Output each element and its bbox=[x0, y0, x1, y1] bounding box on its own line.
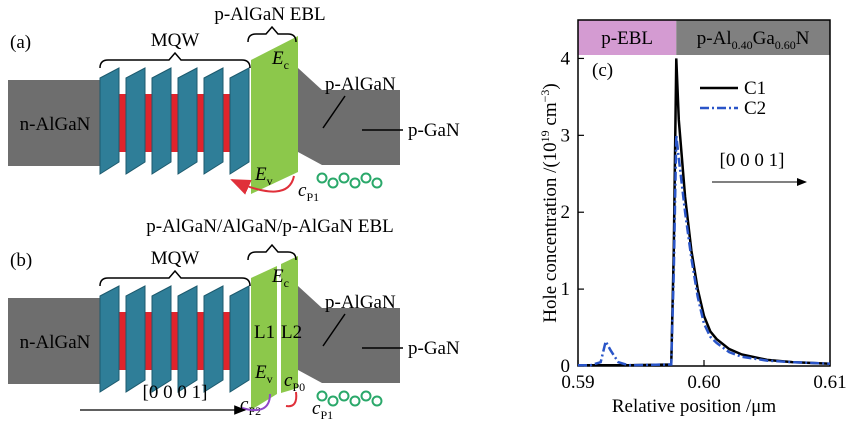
y-axis-title-part: Hole concentration /(10 bbox=[540, 142, 561, 322]
region-label-part: N bbox=[796, 28, 810, 49]
y-axis-title-part: ) bbox=[540, 83, 561, 89]
panel-tag: (a) bbox=[10, 32, 31, 53]
cp1-label: cP1 bbox=[298, 180, 319, 204]
brace bbox=[100, 53, 250, 68]
l1-label: L1 bbox=[254, 322, 275, 343]
direction-label: [0 0 0 1] bbox=[143, 382, 208, 403]
hole bbox=[351, 179, 360, 188]
barrier bbox=[230, 286, 249, 392]
y-axis-title-part: 19 bbox=[538, 130, 552, 142]
p-layer-label: p-AlGaN bbox=[325, 74, 396, 95]
region-label-part: 0.60 bbox=[775, 38, 796, 52]
p-layer-label: p-AlGaN bbox=[325, 292, 396, 313]
cp1-label-sub: P1 bbox=[306, 190, 319, 204]
ev-label-main: E bbox=[254, 362, 267, 383]
region-label-part: p-Al bbox=[697, 28, 732, 49]
ec-label-main: E bbox=[271, 48, 284, 69]
brace bbox=[100, 271, 250, 286]
ev-label-sub: v bbox=[267, 372, 273, 386]
panel-tag: (b) bbox=[10, 250, 32, 271]
hole bbox=[373, 397, 382, 406]
direction-label: [0 0 0 1] bbox=[720, 150, 785, 171]
y-tick-label: 3 bbox=[561, 125, 571, 146]
hole bbox=[373, 179, 382, 188]
l2-label: L2 bbox=[281, 322, 302, 343]
hole bbox=[318, 174, 327, 183]
series-line bbox=[578, 58, 830, 365]
hole bbox=[340, 174, 349, 183]
ev-label-sub: v bbox=[267, 174, 273, 188]
gan-label: p-GaN bbox=[408, 120, 460, 141]
barrier bbox=[126, 68, 145, 174]
barrier bbox=[178, 286, 197, 392]
panel: (b) MQW p-AlGaN/AlGaN/p-AlGaN EBL n-AlGaN p-… bbox=[8, 216, 460, 422]
barrier bbox=[230, 68, 249, 174]
ec-label-sub: c bbox=[284, 58, 289, 72]
mqw-label: MQW bbox=[151, 248, 200, 269]
transport-arrow bbox=[286, 392, 296, 406]
hole bbox=[329, 179, 338, 188]
brace bbox=[248, 27, 296, 42]
panel-tag: (c) bbox=[592, 60, 613, 81]
y-tick-label: 2 bbox=[561, 202, 571, 223]
barrier bbox=[100, 286, 119, 392]
mqw-label: MQW bbox=[151, 30, 200, 51]
y-axis-title-part: cm bbox=[540, 102, 561, 130]
hole bbox=[329, 397, 338, 406]
region-label-part: p-EBL bbox=[601, 28, 653, 49]
x-tick-label: 0.59 bbox=[561, 372, 594, 393]
ec-label-sub: c bbox=[284, 276, 289, 290]
barrier bbox=[178, 68, 197, 174]
ebl-title: p-AlGaN/AlGaN/p-AlGaN EBL bbox=[146, 216, 393, 237]
barrier bbox=[126, 286, 145, 392]
region-label-part: Ga bbox=[753, 28, 776, 49]
brace bbox=[248, 245, 296, 260]
y-tick-label: 4 bbox=[561, 48, 571, 69]
y-axis-title: Hole concentration /(1019 cm−3) bbox=[538, 83, 561, 323]
hole bbox=[362, 392, 371, 401]
ebl-title: p-AlGaN EBL bbox=[214, 4, 325, 25]
gan-label: p-GaN bbox=[408, 338, 460, 359]
legend-label: C1 bbox=[744, 78, 766, 99]
n-layer-label: n-AlGaN bbox=[20, 332, 91, 353]
x-axis-title: Relative position /μm bbox=[612, 396, 777, 417]
n-layer-label: n-AlGaN bbox=[20, 114, 91, 135]
hole bbox=[362, 174, 371, 183]
legend-label: C2 bbox=[744, 98, 766, 119]
x-tick-label: 0.61 bbox=[813, 372, 846, 393]
y-axis-title-part: −3 bbox=[538, 90, 552, 103]
cp0-label-sub: P0 bbox=[292, 380, 305, 394]
cp1-label-sub: P1 bbox=[320, 408, 333, 422]
series-line bbox=[578, 135, 830, 365]
region-label-part: 0.40 bbox=[732, 38, 753, 52]
barrier bbox=[152, 68, 171, 174]
ev-label-main: E bbox=[254, 164, 267, 185]
ec-label-main: E bbox=[271, 266, 284, 287]
hole bbox=[351, 397, 360, 406]
barrier bbox=[152, 286, 171, 392]
barrier bbox=[204, 286, 223, 392]
x-tick-label: 0.60 bbox=[687, 372, 720, 393]
barrier bbox=[100, 68, 119, 174]
region-label: p-EBL bbox=[601, 28, 653, 49]
cp1-label: cP1 bbox=[312, 398, 333, 422]
hole bbox=[340, 392, 349, 401]
y-tick-label: 1 bbox=[561, 279, 571, 300]
barrier bbox=[204, 68, 223, 174]
figure: (a)MQWp-AlGaN EBLn-AlGaNp-AlGaNp-GaNEcEv… bbox=[0, 0, 849, 423]
